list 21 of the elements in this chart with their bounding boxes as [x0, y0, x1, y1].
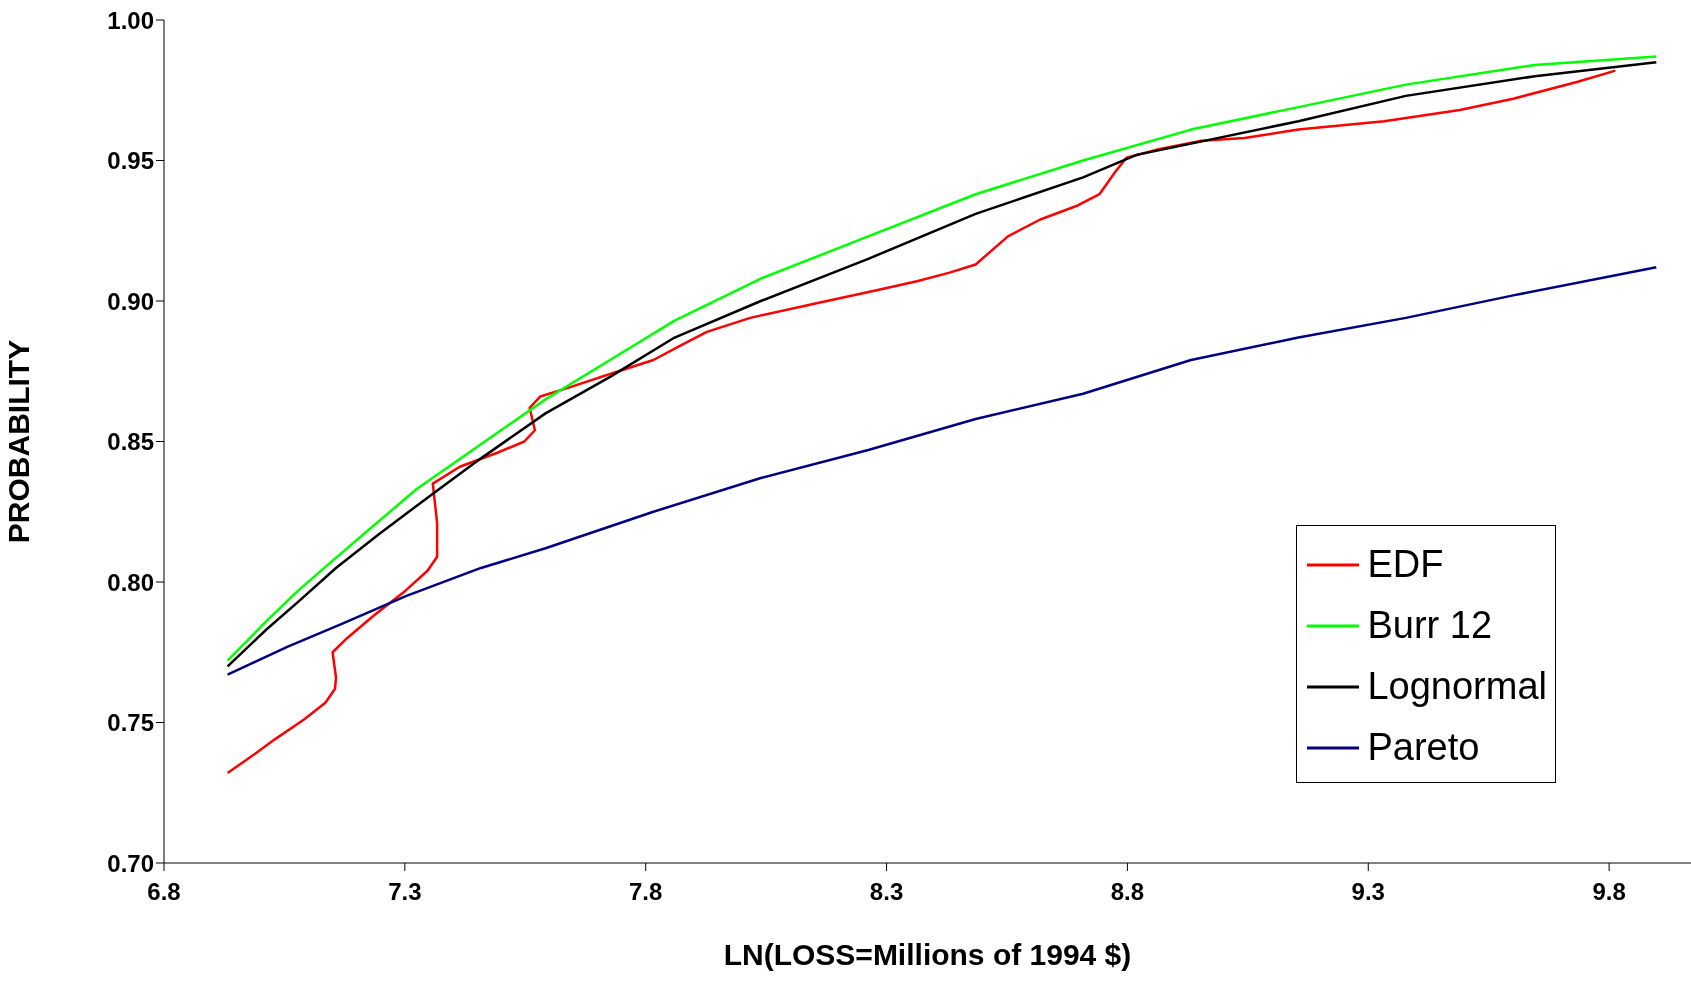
y-tick-label: 0.75	[107, 709, 154, 737]
line-series	[226, 69, 1617, 775]
legend-label: EDF	[1367, 543, 1444, 586]
x-axis-title: LN(LOSS=Millions of 1994 $)	[723, 938, 1132, 971]
y-tick-label: 0.85	[107, 428, 154, 456]
y-axis-title: PROBABILITY	[1, 339, 35, 544]
y-tick-label: 0.80	[107, 568, 154, 596]
x-tick-label: 8.8	[1110, 878, 1145, 906]
x-tick-label: 8.3	[869, 878, 904, 906]
x-tick-label: 6.8	[147, 878, 181, 906]
legend-label: Burr 12	[1367, 604, 1493, 647]
x-tick-label: 7.3	[388, 878, 422, 906]
x-tick-label: 9.8	[1592, 878, 1626, 906]
x-tick-label: 9.3	[1351, 878, 1385, 906]
legend-label: Lognormal	[1367, 665, 1547, 708]
y-tick-label: 0.70	[107, 849, 154, 877]
y-tick-label: 1.00	[107, 6, 154, 34]
y-tick-label: 0.95	[107, 147, 154, 175]
y-tick-label: 0.90	[107, 287, 154, 315]
legend-label: Pareto	[1367, 726, 1480, 769]
x-tick-label: 7.8	[629, 878, 663, 906]
